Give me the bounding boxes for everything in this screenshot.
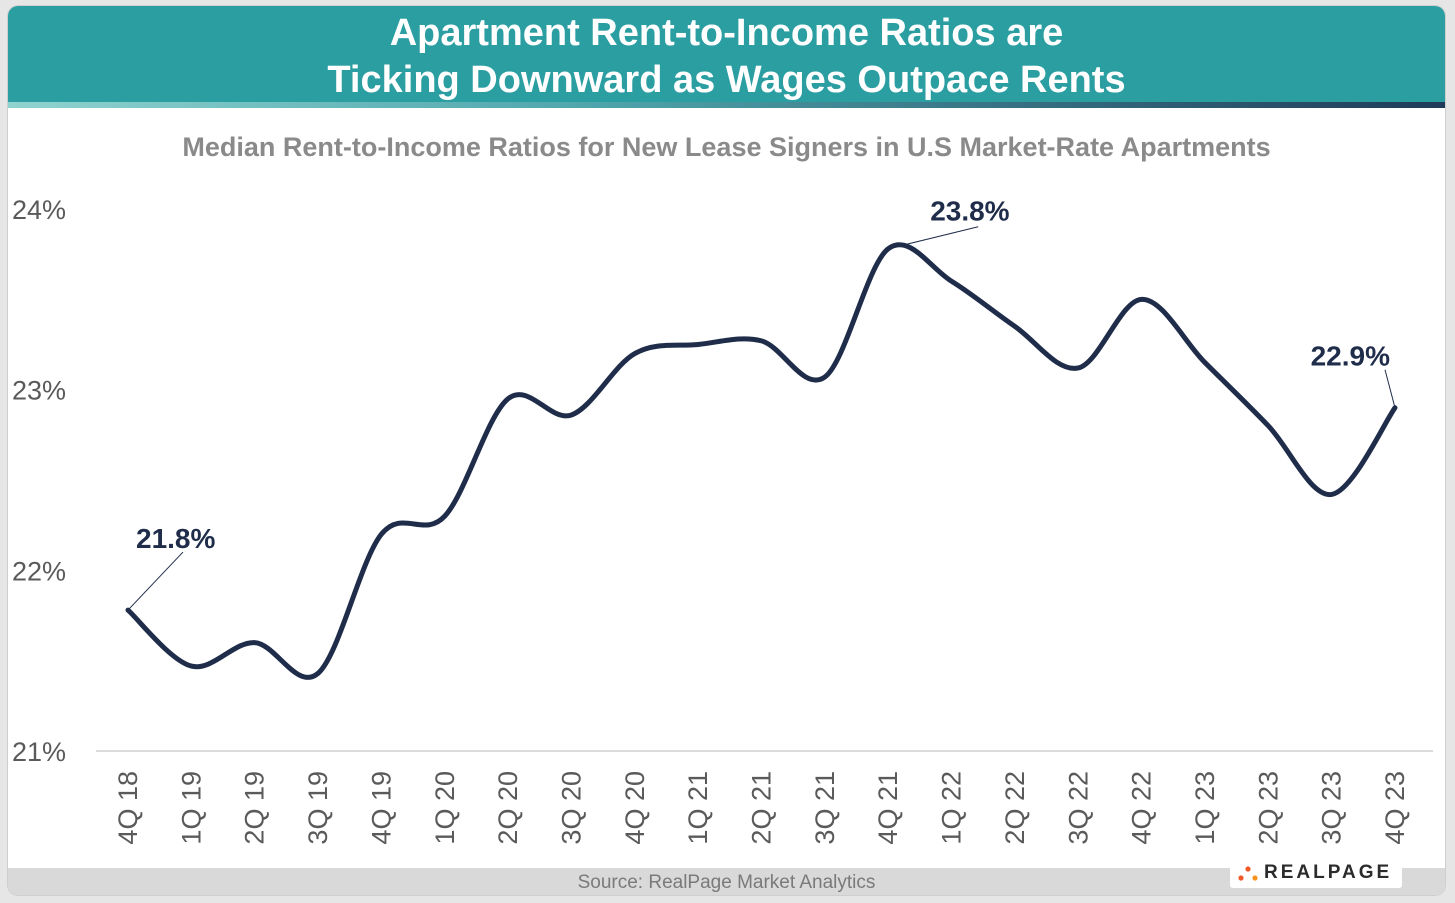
data-point	[759, 338, 764, 343]
data-point	[1266, 423, 1271, 428]
x-tick-label: 1Q 22	[937, 771, 967, 845]
x-axis: 4Q 18 1Q 19 2Q 19 3Q 19 4Q 19 1Q 20 2Q 20 3Q 20…	[113, 771, 1410, 845]
data-point	[442, 514, 447, 519]
x-tick-label: 2Q 20	[493, 771, 523, 845]
logo-dots-icon	[1238, 866, 1258, 881]
footer-bar: Source: RealPage Market Analytics REALPA…	[8, 858, 1445, 895]
x-tick-label: 2Q 21	[747, 771, 777, 845]
data-label: 23.8%	[930, 196, 1009, 227]
x-tick-label: 4Q 18	[113, 771, 143, 845]
data-point	[632, 351, 637, 356]
data-labels: 21.8% 23.8% 22.9%	[127, 196, 1396, 611]
data-point	[189, 664, 194, 669]
x-tick-label: 4Q 22	[1127, 771, 1157, 845]
data-point	[1202, 360, 1207, 365]
annotation-leader	[888, 226, 979, 250]
y-axis: 21% 22% 23% 24%	[12, 195, 1433, 767]
x-tick-label: 4Q 21	[873, 771, 903, 845]
chart-headline: Apartment Rent-to-Income Ratios are Tick…	[8, 10, 1445, 104]
y-tick-label: 21%	[12, 737, 66, 767]
headline-line-1: Apartment Rent-to-Income Ratios are	[389, 12, 1064, 54]
data-point	[696, 342, 701, 347]
y-tick-label: 24%	[12, 195, 66, 225]
x-tick-label: 4Q 19	[366, 771, 396, 845]
data-point	[949, 279, 954, 284]
x-tick-label: 2Q 23	[1253, 771, 1283, 845]
headline-line-2: Ticking Downward as Wages Outpace Rents	[327, 59, 1126, 101]
annotation-leader	[127, 551, 184, 611]
x-tick-label: 4Q 23	[1380, 771, 1410, 845]
data-label: 22.9%	[1311, 341, 1390, 372]
data-point	[822, 375, 827, 380]
header-banner: Apartment Rent-to-Income Ratios are Tick…	[8, 6, 1445, 102]
data-point	[252, 640, 257, 645]
plot-area	[125, 242, 1398, 680]
annotation-leader	[1384, 369, 1396, 408]
data-point	[506, 396, 511, 401]
y-tick-label: 22%	[12, 556, 66, 586]
data-point	[1076, 365, 1081, 370]
x-tick-label: 4Q 20	[620, 771, 650, 845]
data-point	[379, 532, 384, 537]
x-tick-label: 2Q 22	[1000, 771, 1030, 845]
logo-wordmark: REALPAGE	[1264, 862, 1393, 883]
line-chart: 21% 22% 23% 24% 4Q 18 1Q 19 2Q 19 3Q 19 4Q 19 1Q…	[12, 195, 1433, 845]
x-tick-label: 2Q 19	[240, 771, 270, 845]
x-tick-label: 1Q 20	[430, 771, 460, 845]
x-tick-label: 3Q 23	[1317, 771, 1347, 845]
data-point	[1012, 324, 1017, 329]
x-tick-label: 3Q 20	[556, 771, 586, 845]
header-divider	[8, 102, 1445, 108]
x-tick-label: 3Q 19	[303, 771, 333, 845]
x-tick-label: 1Q 21	[683, 771, 713, 845]
realpage-logo: REALPAGE	[1230, 858, 1402, 888]
source-note: Source: RealPage Market Analytics	[577, 872, 876, 893]
series-line	[125, 242, 1398, 680]
data-point	[569, 412, 574, 417]
data-point	[316, 671, 321, 676]
x-tick-label: 3Q 21	[810, 771, 840, 845]
y-tick-label: 23%	[12, 376, 66, 406]
data-label: 21.8%	[136, 523, 215, 554]
data-point	[1139, 297, 1144, 302]
chart-card: Apartment Rent-to-Income Ratios are Tick…	[8, 6, 1445, 895]
x-tick-label: 3Q 22	[1063, 771, 1093, 845]
x-tick-label: 1Q 23	[1190, 771, 1220, 845]
chart-title: Median Rent-to-Income Ratios for New Lea…	[182, 132, 1271, 162]
x-tick-label: 1Q 19	[176, 771, 206, 845]
data-point	[1329, 492, 1334, 497]
